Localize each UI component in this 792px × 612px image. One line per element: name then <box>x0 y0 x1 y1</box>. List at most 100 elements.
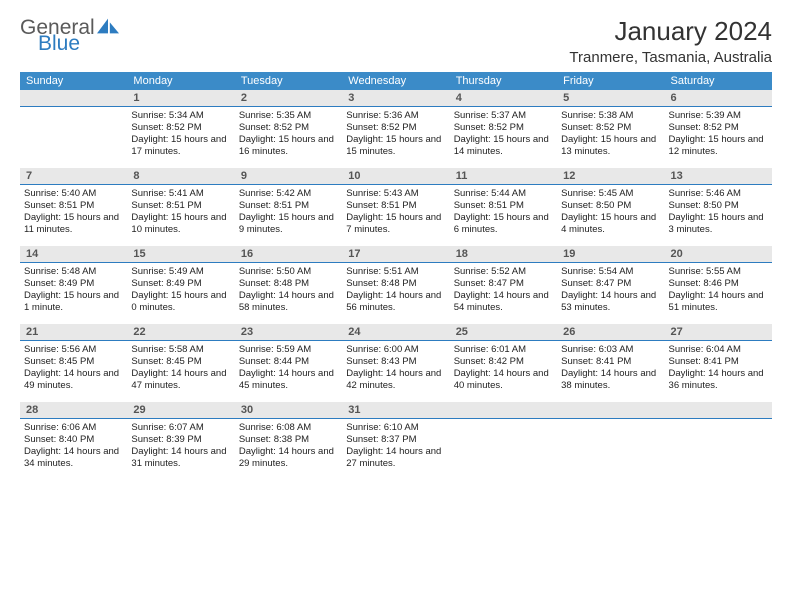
day-number: 26 <box>557 324 664 341</box>
day-header: Tuesday <box>235 72 342 90</box>
sunset-text: Sunset: 8:52 PM <box>346 122 445 134</box>
day-body: Sunrise: 6:10 AMSunset: 8:37 PMDaylight:… <box>342 419 449 474</box>
calendar-cell: 21Sunrise: 5:56 AMSunset: 8:45 PMDayligh… <box>20 324 127 402</box>
sunrise-text: Sunrise: 6:06 AM <box>24 422 123 434</box>
day-number: 3 <box>342 90 449 107</box>
day-number <box>557 402 664 419</box>
calendar-cell: 17Sunrise: 5:51 AMSunset: 8:48 PMDayligh… <box>342 246 449 324</box>
sunset-text: Sunset: 8:44 PM <box>239 356 338 368</box>
day-header-row: Sunday Monday Tuesday Wednesday Thursday… <box>20 72 772 90</box>
sunrise-text: Sunrise: 6:03 AM <box>561 344 660 356</box>
daylight-text: Daylight: 15 hours and 10 minutes. <box>131 212 230 236</box>
sunset-text: Sunset: 8:52 PM <box>669 122 768 134</box>
daylight-text: Daylight: 15 hours and 15 minutes. <box>346 134 445 158</box>
sunset-text: Sunset: 8:43 PM <box>346 356 445 368</box>
calendar-cell: 29Sunrise: 6:07 AMSunset: 8:39 PMDayligh… <box>127 402 234 480</box>
sunset-text: Sunset: 8:38 PM <box>239 434 338 446</box>
daylight-text: Daylight: 15 hours and 1 minute. <box>24 290 123 314</box>
sunrise-text: Sunrise: 5:34 AM <box>131 110 230 122</box>
sunrise-text: Sunrise: 6:04 AM <box>669 344 768 356</box>
day-body: Sunrise: 5:35 AMSunset: 8:52 PMDaylight:… <box>235 107 342 162</box>
sunrise-text: Sunrise: 5:44 AM <box>454 188 553 200</box>
calendar-cell: 5Sunrise: 5:38 AMSunset: 8:52 PMDaylight… <box>557 90 664 168</box>
sunrise-text: Sunrise: 5:59 AM <box>239 344 338 356</box>
day-number: 25 <box>450 324 557 341</box>
day-body: Sunrise: 5:41 AMSunset: 8:51 PMDaylight:… <box>127 185 234 240</box>
daylight-text: Daylight: 14 hours and 38 minutes. <box>561 368 660 392</box>
calendar-cell: 16Sunrise: 5:50 AMSunset: 8:48 PMDayligh… <box>235 246 342 324</box>
day-number: 1 <box>127 90 234 107</box>
sunset-text: Sunset: 8:52 PM <box>131 122 230 134</box>
calendar-cell: 28Sunrise: 6:06 AMSunset: 8:40 PMDayligh… <box>20 402 127 480</box>
sunset-text: Sunset: 8:50 PM <box>561 200 660 212</box>
daylight-text: Daylight: 14 hours and 27 minutes. <box>346 446 445 470</box>
daylight-text: Daylight: 15 hours and 12 minutes. <box>669 134 768 158</box>
sunset-text: Sunset: 8:47 PM <box>561 278 660 290</box>
day-header: Monday <box>127 72 234 90</box>
sunrise-text: Sunrise: 5:58 AM <box>131 344 230 356</box>
sunrise-text: Sunrise: 5:42 AM <box>239 188 338 200</box>
calendar-cell: 13Sunrise: 5:46 AMSunset: 8:50 PMDayligh… <box>665 168 772 246</box>
day-number: 16 <box>235 246 342 263</box>
daylight-text: Daylight: 14 hours and 47 minutes. <box>131 368 230 392</box>
daylight-text: Daylight: 14 hours and 56 minutes. <box>346 290 445 314</box>
day-number: 30 <box>235 402 342 419</box>
calendar-cell: 18Sunrise: 5:52 AMSunset: 8:47 PMDayligh… <box>450 246 557 324</box>
day-body: Sunrise: 5:55 AMSunset: 8:46 PMDaylight:… <box>665 263 772 318</box>
daylight-text: Daylight: 14 hours and 40 minutes. <box>454 368 553 392</box>
calendar-cell: 23Sunrise: 5:59 AMSunset: 8:44 PMDayligh… <box>235 324 342 402</box>
calendar-cell: 26Sunrise: 6:03 AMSunset: 8:41 PMDayligh… <box>557 324 664 402</box>
day-body: Sunrise: 6:07 AMSunset: 8:39 PMDaylight:… <box>127 419 234 474</box>
sunset-text: Sunset: 8:49 PM <box>24 278 123 290</box>
calendar-cell: 9Sunrise: 5:42 AMSunset: 8:51 PMDaylight… <box>235 168 342 246</box>
day-header: Wednesday <box>342 72 449 90</box>
day-body <box>20 107 127 114</box>
day-number <box>20 90 127 107</box>
sunset-text: Sunset: 8:51 PM <box>346 200 445 212</box>
day-body: Sunrise: 5:52 AMSunset: 8:47 PMDaylight:… <box>450 263 557 318</box>
sunset-text: Sunset: 8:41 PM <box>669 356 768 368</box>
calendar-cell: 14Sunrise: 5:48 AMSunset: 8:49 PMDayligh… <box>20 246 127 324</box>
day-body: Sunrise: 5:51 AMSunset: 8:48 PMDaylight:… <box>342 263 449 318</box>
day-number: 15 <box>127 246 234 263</box>
day-body: Sunrise: 5:40 AMSunset: 8:51 PMDaylight:… <box>20 185 127 240</box>
calendar-cell: 11Sunrise: 5:44 AMSunset: 8:51 PMDayligh… <box>450 168 557 246</box>
calendar-cell: 31Sunrise: 6:10 AMSunset: 8:37 PMDayligh… <box>342 402 449 480</box>
day-body: Sunrise: 5:49 AMSunset: 8:49 PMDaylight:… <box>127 263 234 318</box>
daylight-text: Daylight: 15 hours and 13 minutes. <box>561 134 660 158</box>
sunrise-text: Sunrise: 5:50 AM <box>239 266 338 278</box>
day-body: Sunrise: 5:54 AMSunset: 8:47 PMDaylight:… <box>557 263 664 318</box>
day-body: Sunrise: 5:46 AMSunset: 8:50 PMDaylight:… <box>665 185 772 240</box>
day-number: 12 <box>557 168 664 185</box>
day-header: Sunday <box>20 72 127 90</box>
daylight-text: Daylight: 14 hours and 53 minutes. <box>561 290 660 314</box>
daylight-text: Daylight: 15 hours and 0 minutes. <box>131 290 230 314</box>
sunrise-text: Sunrise: 5:43 AM <box>346 188 445 200</box>
calendar-cell: 8Sunrise: 5:41 AMSunset: 8:51 PMDaylight… <box>127 168 234 246</box>
day-number: 10 <box>342 168 449 185</box>
sunrise-text: Sunrise: 6:01 AM <box>454 344 553 356</box>
sunrise-text: Sunrise: 5:49 AM <box>131 266 230 278</box>
calendar-cell: 20Sunrise: 5:55 AMSunset: 8:46 PMDayligh… <box>665 246 772 324</box>
sunset-text: Sunset: 8:50 PM <box>669 200 768 212</box>
day-number: 28 <box>20 402 127 419</box>
day-number: 27 <box>665 324 772 341</box>
day-number: 7 <box>20 168 127 185</box>
calendar-cell: 10Sunrise: 5:43 AMSunset: 8:51 PMDayligh… <box>342 168 449 246</box>
sunset-text: Sunset: 8:52 PM <box>239 122 338 134</box>
day-number <box>665 402 772 419</box>
calendar-cell: 27Sunrise: 6:04 AMSunset: 8:41 PMDayligh… <box>665 324 772 402</box>
calendar-cell: 12Sunrise: 5:45 AMSunset: 8:50 PMDayligh… <box>557 168 664 246</box>
sunrise-text: Sunrise: 5:54 AM <box>561 266 660 278</box>
day-number: 8 <box>127 168 234 185</box>
day-body: Sunrise: 5:56 AMSunset: 8:45 PMDaylight:… <box>20 341 127 396</box>
calendar-cell: 4Sunrise: 5:37 AMSunset: 8:52 PMDaylight… <box>450 90 557 168</box>
sunset-text: Sunset: 8:37 PM <box>346 434 445 446</box>
sunrise-text: Sunrise: 6:00 AM <box>346 344 445 356</box>
day-body <box>665 419 772 426</box>
day-body: Sunrise: 5:34 AMSunset: 8:52 PMDaylight:… <box>127 107 234 162</box>
calendar-cell: 7Sunrise: 5:40 AMSunset: 8:51 PMDaylight… <box>20 168 127 246</box>
day-number: 31 <box>342 402 449 419</box>
day-body: Sunrise: 5:48 AMSunset: 8:49 PMDaylight:… <box>20 263 127 318</box>
daylight-text: Daylight: 15 hours and 3 minutes. <box>669 212 768 236</box>
